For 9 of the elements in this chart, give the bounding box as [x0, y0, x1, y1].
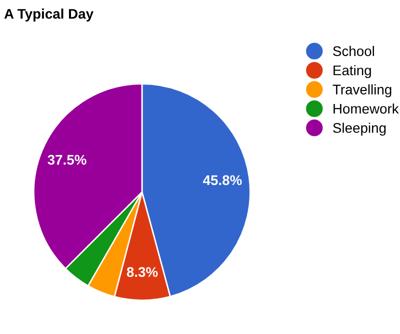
legend-label: Travelling — [332, 84, 392, 98]
legend-label: Homework — [334, 103, 399, 114]
legend-label: Eating — [334, 65, 371, 78]
data-label: 45.8% — [202, 175, 242, 186]
data-label: 37.5% — [48, 154, 86, 165]
data-label: 8.3% — [126, 267, 158, 277]
legend-label: School — [333, 46, 374, 56]
legend-label: Sleeping — [333, 122, 386, 136]
chart-title: A Typical Day — [4, 8, 94, 22]
